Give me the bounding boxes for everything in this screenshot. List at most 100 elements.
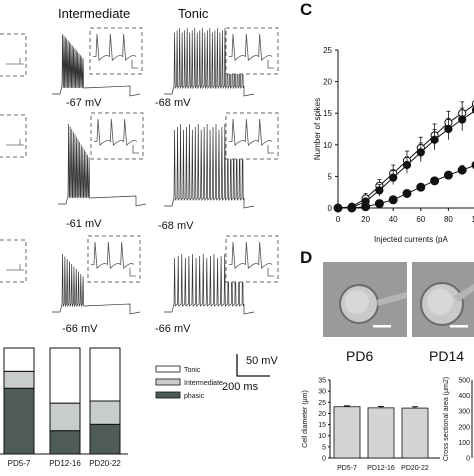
- intermediate-inset-2: [90, 112, 144, 160]
- spike-count-chart: 051015202502040608010Number of spikesInj…: [313, 46, 474, 244]
- scale-bar-voltage: 50 mV: [246, 355, 278, 367]
- y-tick-label: 10: [318, 433, 326, 440]
- phasic-inset-2: [0, 114, 27, 158]
- stack-segment: [89, 347, 121, 402]
- firing-type-stacked-chart: PD5-7 PD12-16 PD20-22 Tonic Intermediate phas…: [0, 347, 223, 468]
- voltage-int-2: -61 mV: [66, 218, 102, 230]
- bar: [333, 406, 361, 459]
- tonic-trace-1: [164, 27, 255, 97]
- intermediate-inset-3-scale: [129, 268, 136, 277]
- data-point: [361, 202, 371, 212]
- y-tick-label: 300: [458, 409, 470, 416]
- x-tick-label: 10: [472, 215, 474, 224]
- cell-diameter-chart: 0 5 10 15 20 25 30 35 Cell diameter (μm) PD5-7 PD1…: [302, 378, 440, 472]
- y-tick-label: 400: [458, 393, 470, 400]
- data-point: [333, 203, 343, 213]
- cell-photo-pd14: [412, 262, 474, 337]
- stack-segment: [3, 387, 35, 455]
- category-label: PD5-7: [337, 465, 357, 472]
- voltage-tonic-1: -68 mV: [155, 97, 191, 109]
- y-tick-label: 15: [318, 422, 326, 429]
- y-tick-label: 200: [458, 424, 470, 431]
- category-label: PD12-16: [49, 459, 81, 468]
- stack-segment: [3, 370, 35, 389]
- category-label: PD20-22: [89, 459, 121, 468]
- x-tick-label: 20: [361, 215, 370, 224]
- tonic-trace-3: [164, 253, 255, 315]
- intermediate-inset-1: [89, 27, 143, 75]
- phasic-inset-1: [0, 33, 27, 77]
- photo-label-pd14: PD14: [429, 348, 465, 364]
- y-tick-label: 500: [458, 378, 470, 385]
- x-tick-label: 80: [444, 215, 453, 224]
- panel-letter-c: C: [300, 0, 313, 19]
- series-line: [338, 165, 474, 209]
- intermediate-trace-1: [52, 33, 141, 97]
- x-tick-label: 0: [336, 215, 341, 224]
- data-point: [402, 160, 412, 170]
- cross-area-chart: 0 100 200 300 400 500 Cross sectional area (μm…: [443, 377, 473, 463]
- phasic-inset-3-mark: [6, 264, 24, 271]
- data-point: [443, 170, 453, 180]
- legend-label: Intermediate: [184, 380, 223, 387]
- y-tick-label: 25: [318, 400, 326, 407]
- scale-bar: [236, 354, 270, 377]
- y-axis-label: Cell diameter (μm): [302, 390, 309, 448]
- x-tick-label: 40: [389, 215, 398, 224]
- y-axis-label: Number of spikes: [313, 98, 322, 160]
- tonic-inset-3-scale: [267, 268, 274, 277]
- intermediate-inset-1-scale: [131, 60, 138, 69]
- data-point: [416, 148, 425, 157]
- y-tick-label: 5: [322, 444, 326, 451]
- x-axis-label: Injected currents (pA: [374, 235, 448, 244]
- bar: [401, 407, 429, 459]
- data-point: [416, 182, 426, 192]
- trace-area: [0, 27, 279, 315]
- voltage-int-1: -67 mV: [66, 97, 102, 109]
- data-point: [389, 173, 398, 182]
- stack-segment: [89, 400, 121, 425]
- intermediate-inset-2-trace: [94, 118, 138, 147]
- legend-label: Tonic: [184, 367, 201, 374]
- data-point: [388, 195, 398, 205]
- header-tonic: Tonic: [178, 6, 209, 21]
- voltage-int-3: -66 mV: [62, 323, 98, 335]
- y-axis-label: Cross sectional area (μm2): [443, 377, 450, 461]
- y-tick-label: 0: [322, 456, 326, 463]
- data-point: [402, 188, 412, 198]
- tonic-inset-2-scale: [267, 145, 274, 154]
- legend-label: phasic: [184, 393, 205, 400]
- tonic-inset-1-scale: [267, 60, 274, 69]
- data-point: [430, 135, 439, 144]
- category-label: PD5-7: [8, 459, 31, 468]
- scale-bar-time: 200 ms: [222, 381, 259, 393]
- tonic-inset-2: [225, 112, 279, 160]
- tonic-inset-3-trace: [229, 241, 273, 270]
- category-label: PD12-16: [367, 465, 395, 472]
- y-tick-label: 100: [458, 440, 470, 447]
- panel-letter-d: D: [300, 248, 313, 267]
- legend-swatch: [155, 378, 181, 386]
- phasic-inset-3: [0, 239, 27, 283]
- y-tick-label: 15: [323, 109, 332, 118]
- stack-segment: [3, 347, 35, 372]
- photo-label-pd6: PD6: [346, 348, 374, 364]
- header-intermediate: Intermediate: [58, 6, 131, 21]
- stack-segment: [49, 347, 81, 404]
- intermediate-inset-2-scale: [132, 145, 139, 154]
- y-tick-label: 0: [466, 456, 470, 463]
- y-tick-label: 35: [318, 378, 326, 385]
- bar: [367, 407, 395, 459]
- voltage-tonic-3: -66 mV: [155, 323, 191, 335]
- stack-segment: [89, 423, 121, 455]
- x-tick-label: 60: [416, 215, 425, 224]
- y-tick-label: 10: [323, 141, 332, 150]
- y-tick-label: 20: [323, 78, 332, 87]
- y-tick-label: 5: [328, 172, 333, 181]
- data-point: [457, 165, 467, 175]
- phasic-inset-2-mark: [6, 139, 24, 146]
- tonic-inset-3: [225, 235, 279, 283]
- voltage-tonic-2: -68 mV: [158, 220, 194, 232]
- tonic-inset-2-trace: [229, 118, 273, 147]
- cell-photo-pd6: [323, 262, 407, 337]
